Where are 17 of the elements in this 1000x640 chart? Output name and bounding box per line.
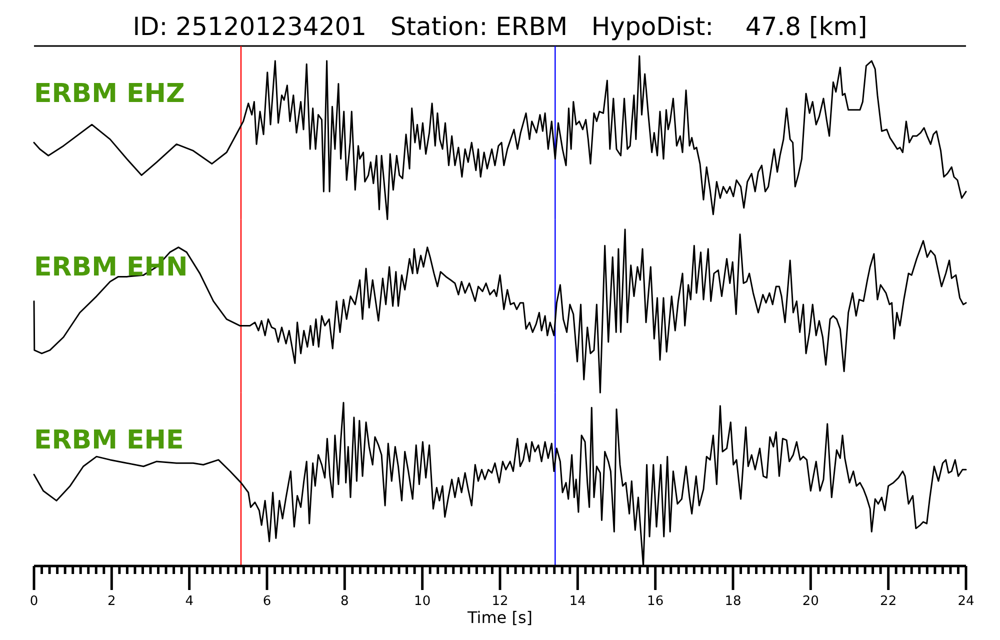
series-label: ERBM EHE bbox=[34, 426, 184, 456]
x-tick-label: 14 bbox=[569, 594, 586, 609]
x-tick-label: 24 bbox=[958, 594, 974, 609]
x-tick-label: 0 bbox=[30, 594, 38, 609]
x-tick-label: 10 bbox=[414, 594, 431, 609]
x-tick-label: 6 bbox=[262, 594, 272, 609]
x-tick-label: 22 bbox=[880, 594, 897, 609]
x-tick-label: 12 bbox=[492, 594, 508, 609]
x-tick-label: 18 bbox=[724, 594, 742, 609]
chart-title: ID: 251201234201 Station: ERBM HypoDist: 47.8 [km] bbox=[132, 12, 868, 41]
x-tick-label: 4 bbox=[185, 594, 194, 609]
x-tick-label: 20 bbox=[802, 594, 819, 609]
x-tick-label: 2 bbox=[108, 594, 116, 609]
x-axis-title: Time [s] bbox=[466, 608, 533, 627]
x-tick-label: 8 bbox=[340, 594, 349, 609]
x-tick-label: 16 bbox=[647, 594, 664, 609]
series-label: ERBM EHZ bbox=[34, 79, 185, 109]
